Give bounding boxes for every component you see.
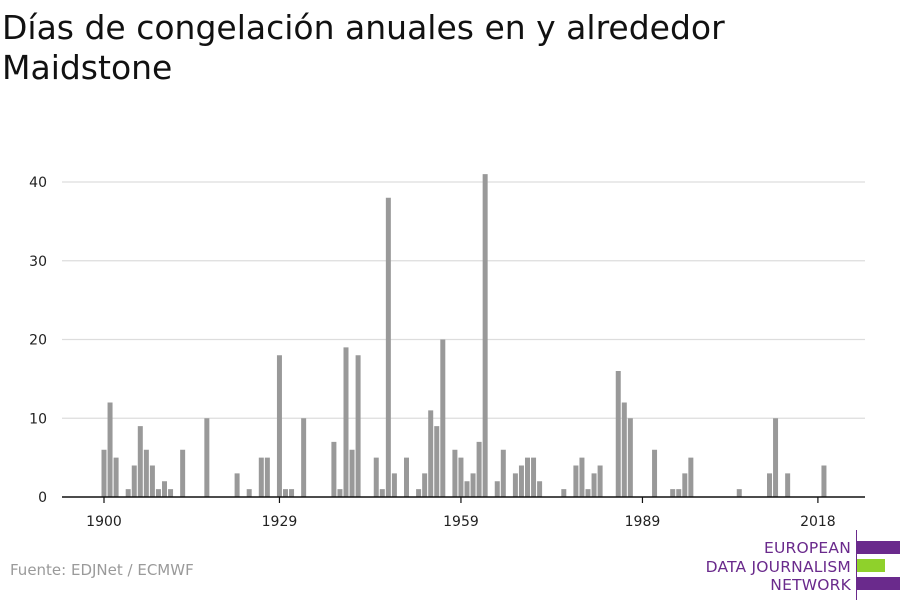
bar [652, 449, 658, 497]
bars [101, 174, 827, 497]
y-tick-label: 10 [29, 411, 47, 427]
bar [149, 465, 155, 497]
bar [440, 339, 446, 497]
bar [101, 449, 107, 497]
bar [518, 465, 524, 497]
bar [137, 426, 143, 497]
bar [143, 449, 149, 497]
bar [162, 481, 167, 497]
logo-divider [856, 530, 857, 600]
logo-bar-purple-bottom [857, 577, 900, 590]
bar [349, 449, 355, 497]
x-tick-label: 1900 [86, 514, 122, 530]
bar [500, 449, 506, 497]
bar [482, 174, 488, 497]
logo-line-1: EUROPEAN [763, 539, 851, 557]
bar [452, 449, 458, 497]
bar [670, 489, 676, 497]
bar [470, 473, 476, 497]
bar [621, 402, 627, 497]
bar [573, 465, 579, 497]
bar [682, 473, 688, 497]
bar [428, 410, 434, 497]
chart-title: Días de congelación anuales en y alreded… [2, 8, 725, 87]
bar [264, 457, 270, 497]
logo-line-3: NETWORK [770, 576, 851, 594]
bar [615, 371, 621, 497]
bar [113, 457, 119, 497]
bar [301, 418, 307, 497]
x-tick-label: 1929 [262, 514, 298, 530]
y-tick-label: 30 [29, 254, 47, 270]
bar [337, 489, 343, 497]
bar [180, 449, 186, 497]
bar [785, 473, 791, 497]
x-tick-label: 2018 [800, 514, 836, 530]
bar [204, 418, 210, 497]
bar [531, 457, 537, 497]
bar [385, 197, 391, 497]
y-tick-label: 20 [29, 333, 47, 349]
bar [494, 481, 500, 497]
bar [246, 489, 252, 497]
bar [597, 465, 603, 497]
bar [234, 473, 240, 497]
bar [821, 465, 827, 497]
bar [512, 473, 518, 497]
bar [416, 489, 422, 497]
logo-bar-green [857, 559, 885, 572]
bar [168, 489, 174, 497]
bar [107, 402, 113, 497]
bar [579, 457, 585, 497]
bar [283, 489, 288, 497]
bar [537, 481, 543, 497]
bar [688, 457, 694, 497]
bar [676, 489, 682, 497]
bar [258, 457, 264, 497]
bar [627, 418, 633, 497]
bar [155, 489, 161, 497]
edjnet-logo[interactable]: EUROPEAN DATA JOURNALISM NETWORK [706, 539, 851, 595]
bar [355, 355, 361, 497]
bar [736, 489, 742, 497]
bar [331, 441, 337, 497]
bar [464, 481, 470, 497]
y-tick-label: 0 [38, 490, 47, 506]
bar [373, 457, 379, 497]
x-axis-ticks: 1900 1929 1959 1989 2018 [86, 497, 836, 530]
bar [391, 473, 397, 497]
y-tick-label: 40 [29, 175, 47, 191]
bar [525, 457, 530, 497]
bar [379, 489, 385, 497]
bar [289, 489, 295, 497]
bar [458, 457, 464, 497]
bar [434, 426, 440, 497]
y-axis-ticks: 0 10 20 30 40 [29, 175, 47, 506]
logo-line-2: DATA JOURNALISM [705, 557, 851, 576]
gridlines [62, 181, 865, 419]
bar [343, 347, 349, 497]
bar [591, 473, 597, 497]
source-note: Fuente: EDJNet / ECMWF [10, 561, 194, 579]
bar [125, 489, 131, 497]
bar [131, 465, 137, 497]
bar [585, 489, 591, 497]
bar [561, 489, 567, 497]
x-tick-label: 1959 [443, 514, 479, 530]
bar [422, 473, 428, 497]
bar [773, 418, 779, 497]
bar [404, 457, 409, 497]
bar [767, 473, 772, 497]
bar [276, 355, 282, 497]
bar [476, 441, 482, 497]
x-tick-label: 1989 [625, 514, 661, 530]
logo-bar-purple-top [857, 541, 900, 554]
